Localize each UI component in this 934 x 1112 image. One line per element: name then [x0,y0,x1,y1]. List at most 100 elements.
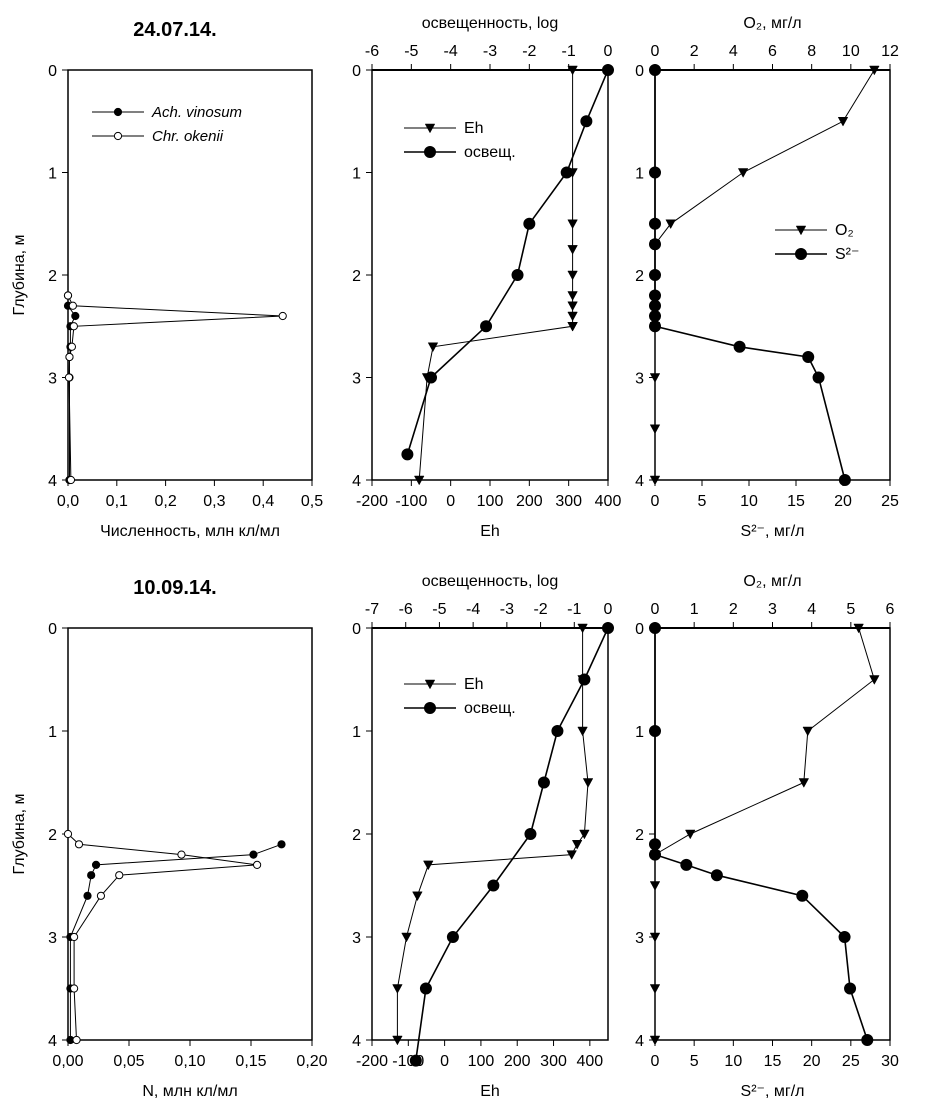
x-axis-title: S²⁻, мг/л [741,1083,805,1100]
data-point [649,320,661,333]
series-1 [649,623,880,1046]
series-line [406,69,609,455]
date-label-1: 24.07.14. [133,19,216,41]
y-axis-title: Глубина, м [11,793,28,874]
y-tick-label: 0 [48,63,57,80]
legend-marker [424,146,436,158]
x-tick-label: 0,00 [52,1053,83,1070]
y-tick-label: 0 [352,63,361,80]
data-point [63,291,73,300]
x2-tick-label: 0 [651,601,660,618]
legend-marker [424,679,436,690]
legend-label: освещ. [464,700,516,717]
data-point [566,850,577,860]
x-tick-label: 5 [690,1053,699,1070]
x2-tick-label: -4 [466,601,480,618]
x-tick-label: 200 [516,493,543,510]
x-axis-title: Численность, млн кл/мл [100,523,280,540]
data-point [551,725,564,737]
chart-panel-2: 0 1 2 3 4 -200 -100 0 100 200 300 400 -6 -5 -4 -3 -2 -1 0 о… [352,15,621,540]
series-2 [409,622,614,1067]
legend-marker [424,123,436,134]
data-point [737,168,749,178]
data-point [649,984,661,994]
data-point [649,725,661,737]
data-point [869,65,880,76]
data-point [423,860,434,871]
x2-tick-label: -6 [399,601,413,618]
x2-tick-label: 0 [604,43,613,60]
x-tick-label: 0,3 [203,493,225,510]
data-point [68,301,77,310]
data-point [249,850,258,859]
legend: Eh освещ. [404,120,516,161]
x2-tick-label: -3 [483,43,497,60]
data-point [649,848,661,861]
x-tick-label: 400 [576,1053,603,1070]
x-tick-label: 20 [834,493,852,510]
data-point [71,311,80,321]
top-axis-title: O₂, мг/л [743,15,801,32]
x-tick-label: 0,1 [106,493,128,510]
data-point [579,829,590,840]
series-line [396,628,589,1040]
data-point [578,673,591,686]
data-point [91,860,101,870]
legend-label: S²⁻ [835,246,859,263]
y-tick-label: 4 [635,473,644,490]
x2-tick-label: 2 [690,43,699,60]
x-tick-label: 200 [504,1053,531,1070]
top-axis-title: O₂, мг/л [743,573,801,590]
series-1 [649,65,880,486]
x-axis-title: S²⁻, мг/л [741,523,805,540]
x2-tick-label: -1 [562,43,576,60]
date-label-2: 10.09.14. [133,577,216,599]
x2-tick-label: 0 [651,43,660,60]
chart-panel-1: 0 1 2 3 40,0 0,1 0,2 0,3 0,4 0,5 Численность, млн … [11,63,323,540]
data-point [649,838,661,851]
data-point [70,932,79,942]
data-point [802,726,813,737]
data-point [425,371,437,384]
data-point [67,342,77,351]
data-point [577,726,588,737]
y-tick-label: 1 [48,724,57,741]
data-point [427,342,439,353]
y-tick-label: 1 [635,166,644,183]
x-tick-label: -100 [395,493,427,510]
data-point [733,340,746,353]
data-point [446,931,459,943]
series-2 [63,291,287,485]
x2-tick-label: -3 [500,601,514,618]
x2-tick-label: 5 [846,601,855,618]
legend-label: Eh [464,676,484,693]
top-axis-title: освещенность, log [422,573,558,590]
data-point [567,322,578,332]
x-tick-label: 15 [764,1053,782,1070]
data-point [838,474,851,486]
x-tick-label: 0 [651,1053,660,1070]
x-tick-label: 25 [842,1053,860,1070]
legend-marker [113,131,123,141]
x-tick-label: 25 [881,493,899,510]
data-point [802,351,815,363]
data-point [649,475,661,486]
y-tick-label: 4 [48,473,57,490]
data-point [412,891,423,902]
x2-tick-label: 3 [768,601,777,618]
data-point [253,860,262,870]
data-point [567,245,578,255]
y-tick-label: 2 [352,827,361,844]
data-point [567,219,578,230]
data-point [649,1035,661,1046]
y-tick-label: 0 [635,63,644,80]
data-point [869,675,880,685]
data-point [812,371,825,384]
x2-tick-label: 8 [807,43,816,60]
x2-tick-label: 1 [690,601,699,618]
data-point [680,858,693,871]
data-point [649,310,661,322]
legend-marker [424,702,436,714]
x2-tick-label: 6 [768,43,777,60]
